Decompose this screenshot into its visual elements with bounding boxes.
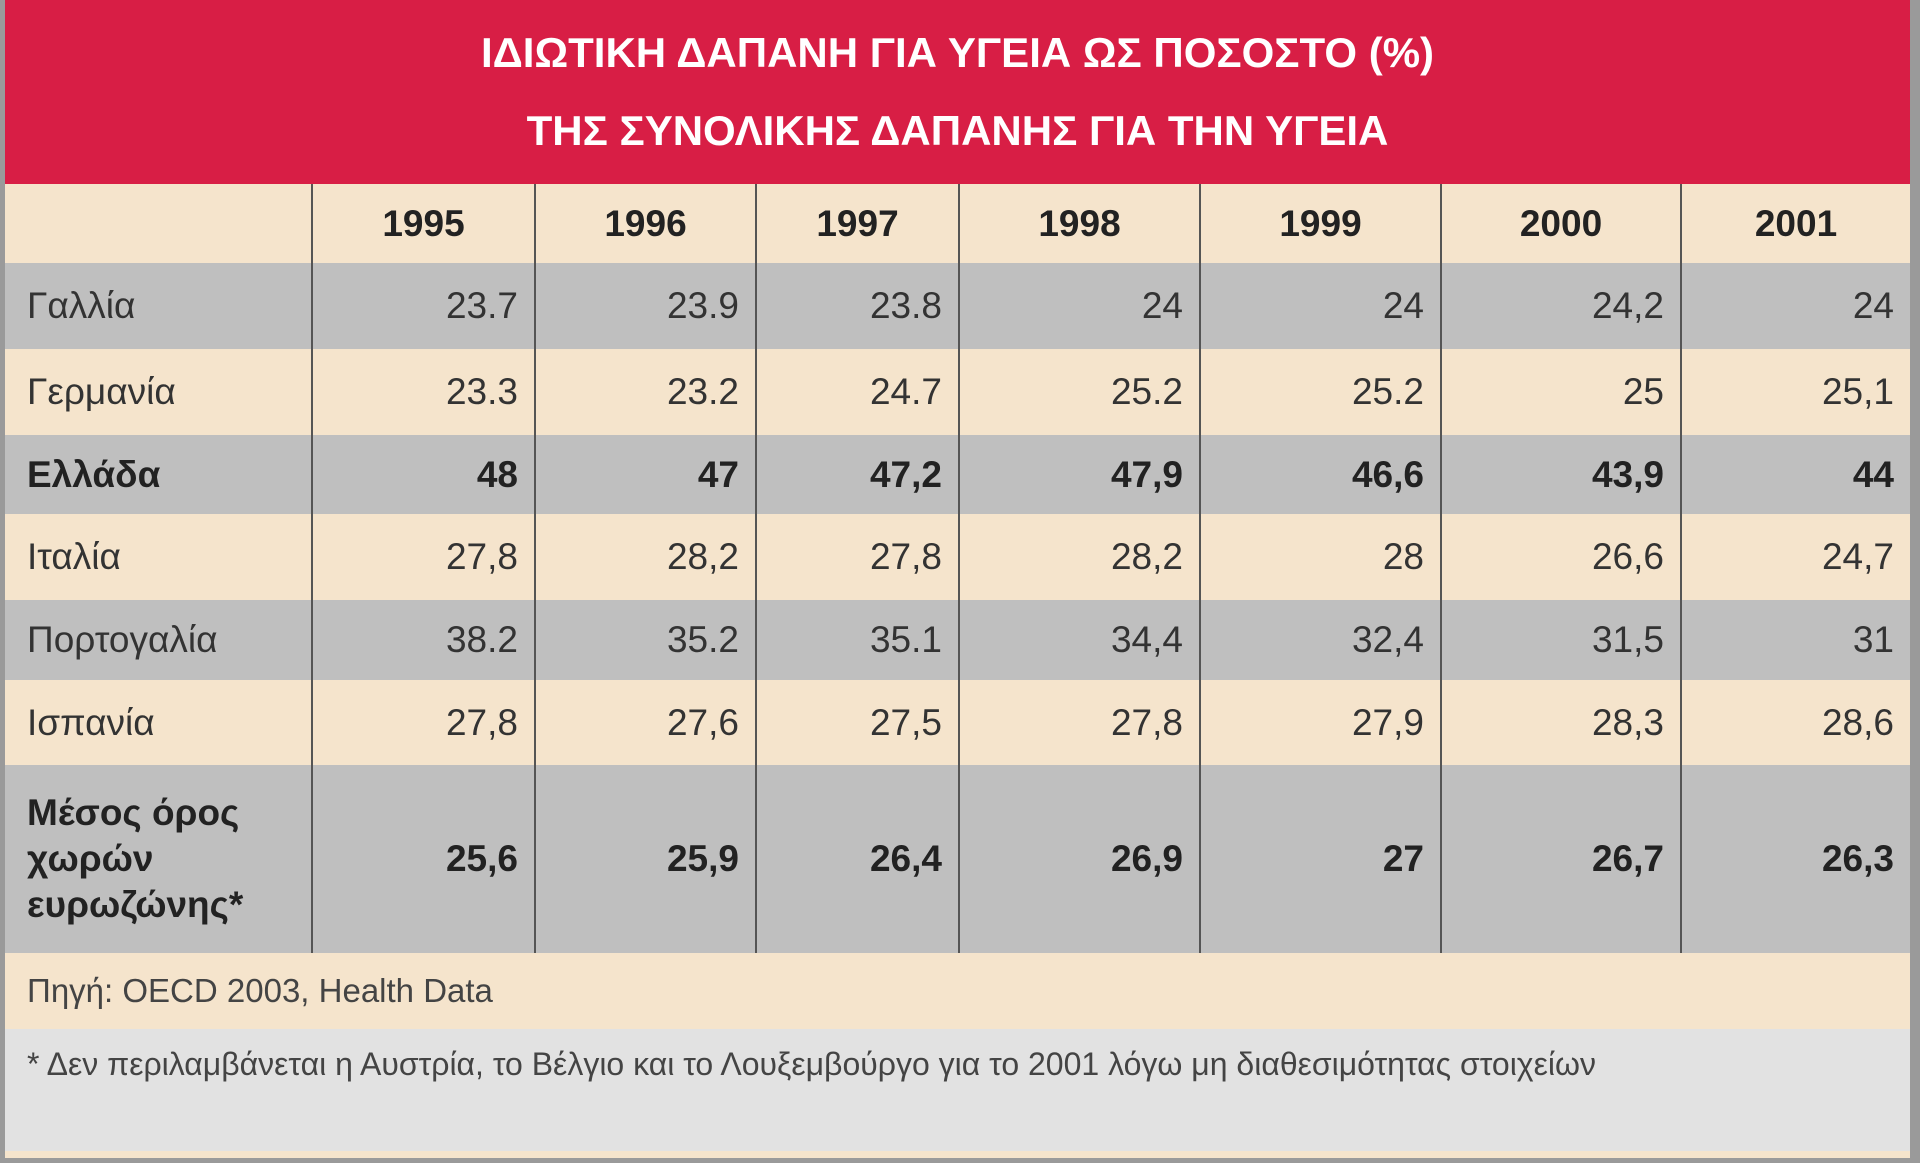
- cell-value: 48: [311, 435, 535, 514]
- data-table: 1995 1996 1997 1998 1999 2000 2001 Γαλλία 23.7 23…: [5, 184, 1910, 953]
- cell-value: 23.8: [755, 263, 959, 349]
- cell-value: 27,6: [534, 680, 756, 765]
- cell-value: 25,6: [311, 765, 535, 953]
- footnote: * Δεν περιλαμβάνεται η Αυστρία, το Βέλγι…: [5, 1029, 1910, 1151]
- cell-value: 27,9: [1199, 680, 1441, 765]
- header-row: 1995 1996 1997 1998 1999 2000 2001: [5, 184, 1910, 263]
- cell-value: 23.9: [534, 263, 756, 349]
- cell-value: 26,4: [755, 765, 959, 953]
- cell-value: 25.2: [958, 349, 1200, 435]
- cell-value: 47,2: [755, 435, 959, 514]
- cell-value: 24,7: [1680, 514, 1910, 600]
- cell-value: 31: [1680, 600, 1910, 680]
- table-row: Ισπανία 27,8 27,6 27,5 27,8 27,9 28,3 28,6: [5, 680, 1910, 765]
- cell-value: 46,6: [1199, 435, 1441, 514]
- cell-value: 28: [1199, 514, 1441, 600]
- column-header: 1997: [755, 184, 959, 263]
- title-line: ΙΔΙΩΤΙΚΗ ΔΑΠΑΝΗ ΓΙΑ ΥΓΕΙΑ ΩΣ ΠΟΣΟΣΤΟ (%): [480, 29, 1435, 76]
- table-row: Πορτογαλία 38.2 35.2 35.1 34,4 32,4 31,5 31: [5, 600, 1910, 680]
- cell-value: 26,3: [1680, 765, 1910, 953]
- table-row: Μέσος όρος χωρών ευρωζώνης* 25,6 25,9 26,4 2…: [5, 765, 1910, 953]
- title-line: ΤΗΣ ΣΥΝΟΛΙΚΗΣ ΔΑΠΑΝΗΣ ΓΙΑ ΤΗΝ ΥΓΕΙΑ: [526, 107, 1389, 154]
- column-header: 1996: [534, 184, 756, 263]
- row-label: Γαλλία: [5, 263, 312, 349]
- cell-value: 28,2: [534, 514, 756, 600]
- cell-value: 24,2: [1440, 263, 1681, 349]
- cell-value: 27,8: [311, 680, 535, 765]
- row-label: Γερμανία: [5, 349, 312, 435]
- column-header: 2001: [1680, 184, 1910, 263]
- cell-value: 32,4: [1199, 600, 1441, 680]
- column-header: 1999: [1199, 184, 1441, 263]
- cell-value: 25,1: [1680, 349, 1910, 435]
- cell-value: 47: [534, 435, 756, 514]
- cell-value: 24: [1199, 263, 1441, 349]
- cell-value: 28,3: [1440, 680, 1681, 765]
- cell-value: 23.7: [311, 263, 535, 349]
- cell-value: 27,8: [958, 680, 1200, 765]
- cell-value: 44: [1680, 435, 1910, 514]
- row-label: Πορτογαλία: [5, 600, 312, 680]
- cell-value: 27,8: [755, 514, 959, 600]
- row-label: Ελλάδα: [5, 435, 312, 514]
- cell-value: 47,9: [958, 435, 1200, 514]
- column-header: 1998: [958, 184, 1200, 263]
- column-header: 2000: [1440, 184, 1681, 263]
- cell-value: 27: [1199, 765, 1441, 953]
- cell-value: 23.2: [534, 349, 756, 435]
- cell-value: 43,9: [1440, 435, 1681, 514]
- row-label: Ιταλία: [5, 514, 312, 600]
- cell-value: 34,4: [958, 600, 1200, 680]
- row-label: Μέσος όρος χωρών ευρωζώνης*: [5, 765, 312, 953]
- cell-value: 35.1: [755, 600, 959, 680]
- cell-value: 26,6: [1440, 514, 1681, 600]
- cell-value: 24: [958, 263, 1200, 349]
- column-header: 1995: [311, 184, 535, 263]
- table-row: Ιταλία 27,8 28,2 27,8 28,2 28 26,6 24,7: [5, 514, 1910, 600]
- table-card: ΙΔΙΩΤΙΚΗ ΔΑΠΑΝΗ ΓΙΑ ΥΓΕΙΑ ΩΣ ΠΟΣΟΣΤΟ (%)…: [5, 0, 1910, 1158]
- cell-value: 27,8: [311, 514, 535, 600]
- source: Πηγή: OECD 2003, Health Data: [27, 972, 493, 1009]
- table-row: Γερμανία 23.3 23.2 24.7 25.2 25.2 25 25,1: [5, 349, 1910, 435]
- cell-value: 26,9: [958, 765, 1200, 953]
- cell-value: 28,2: [958, 514, 1200, 600]
- corner-cell: [5, 184, 312, 263]
- cell-value: 24: [1680, 263, 1910, 349]
- cell-value: 27,5: [755, 680, 959, 765]
- row-label: Ισπανία: [5, 680, 312, 765]
- cell-value: 28,6: [1680, 680, 1910, 765]
- cell-value: 35.2: [534, 600, 756, 680]
- cell-value: 24.7: [755, 349, 959, 435]
- cell-value: 23.3: [311, 349, 535, 435]
- table-row: Ελλάδα 48 47 47,2 47,9 46,6 43,9 44: [5, 435, 1910, 514]
- cell-value: 26,7: [1440, 765, 1681, 953]
- title-band: ΙΔΙΩΤΙΚΗ ΔΑΠΑΝΗ ΓΙΑ ΥΓΕΙΑ ΩΣ ΠΟΣΟΣΤΟ (%)…: [5, 0, 1910, 184]
- cell-value: 25,9: [534, 765, 756, 953]
- cell-value: 25: [1440, 349, 1681, 435]
- table-row: Γαλλία 23.7 23.9 23.8 24 24 24,2 24: [5, 263, 1910, 349]
- cell-value: 25.2: [1199, 349, 1441, 435]
- cell-value: 31,5: [1440, 600, 1681, 680]
- cell-value: 38.2: [311, 600, 535, 680]
